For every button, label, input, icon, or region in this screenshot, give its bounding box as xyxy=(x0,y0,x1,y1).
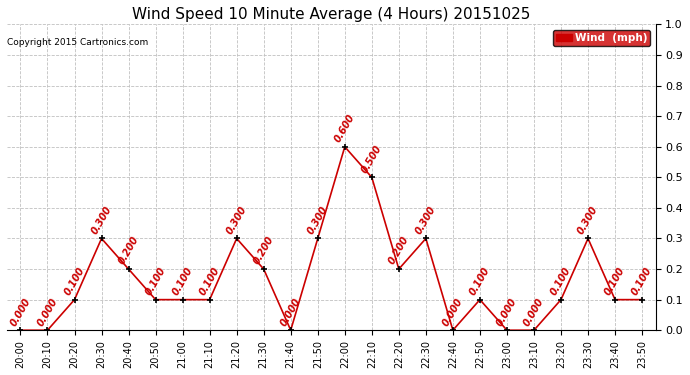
Text: 0.200: 0.200 xyxy=(117,235,141,267)
Text: 0.300: 0.300 xyxy=(90,204,113,236)
Text: 0.000: 0.000 xyxy=(495,296,519,328)
Text: 0.000: 0.000 xyxy=(279,296,303,328)
Text: 0.000: 0.000 xyxy=(522,296,546,328)
Text: 0.300: 0.300 xyxy=(306,204,330,236)
Text: 0.100: 0.100 xyxy=(468,266,492,297)
Text: 0.000: 0.000 xyxy=(441,296,465,328)
Text: 0.500: 0.500 xyxy=(359,143,384,175)
Text: 0.300: 0.300 xyxy=(576,204,600,236)
Text: 0.600: 0.600 xyxy=(333,112,357,144)
Text: 0.100: 0.100 xyxy=(603,266,627,297)
Text: 0.100: 0.100 xyxy=(62,266,86,297)
Text: 0.000: 0.000 xyxy=(35,296,59,328)
Text: 0.200: 0.200 xyxy=(386,235,411,267)
Text: 0.100: 0.100 xyxy=(630,266,654,297)
Text: 0.100: 0.100 xyxy=(197,266,221,297)
Text: 0.300: 0.300 xyxy=(224,204,248,236)
Text: 0.200: 0.200 xyxy=(252,235,275,267)
Text: 0.000: 0.000 xyxy=(8,296,32,328)
Title: Wind Speed 10 Minute Average (4 Hours) 20151025: Wind Speed 10 Minute Average (4 Hours) 2… xyxy=(132,7,531,22)
Text: Copyright 2015 Cartronics.com: Copyright 2015 Cartronics.com xyxy=(7,38,148,47)
Legend: Wind  (mph): Wind (mph) xyxy=(553,30,651,46)
Text: 0.100: 0.100 xyxy=(549,266,573,297)
Text: 0.100: 0.100 xyxy=(170,266,195,297)
Text: 0.100: 0.100 xyxy=(144,266,168,297)
Text: 0.300: 0.300 xyxy=(414,204,437,236)
